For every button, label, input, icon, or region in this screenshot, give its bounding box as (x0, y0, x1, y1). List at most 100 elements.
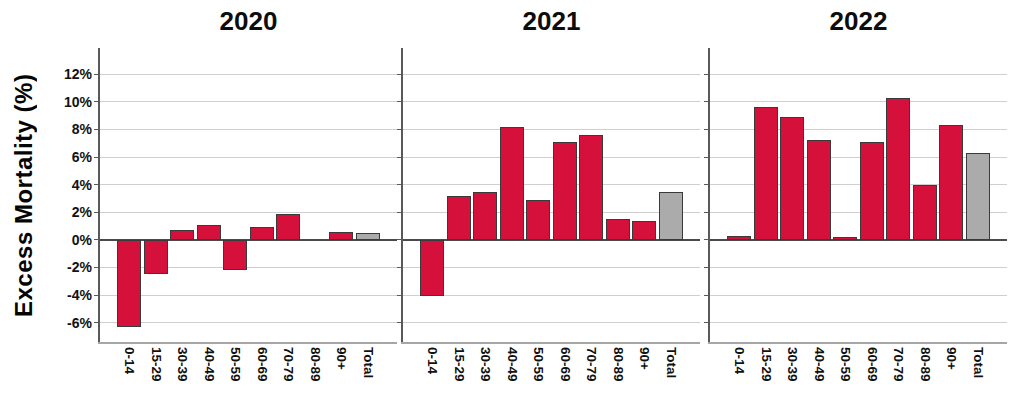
age-bar-2022-70-79 (886, 98, 910, 240)
x-axis-line (98, 342, 397, 344)
y-tick-label: -6% (40, 314, 92, 332)
age-bar-2020-15-29 (144, 240, 168, 275)
total-bar-2020-Total (356, 233, 380, 240)
x-tick-label: Total (662, 347, 680, 378)
x-tick-label: 90+ (942, 347, 960, 370)
x-tick-label: 60-69 (253, 347, 271, 382)
gridline--4 (710, 295, 1007, 296)
gridline--2 (403, 267, 700, 268)
y-axis-title: Excess Mortality (%) (6, 48, 42, 342)
panel-title-2022: 2022 (710, 6, 1007, 37)
x-axis-line (708, 342, 1007, 344)
gridline--4 (100, 295, 397, 296)
age-bar-2022-80-89 (913, 185, 937, 240)
excess-mortality-figure: Excess Mortality (%) 20202021 2022 0-14 15… (0, 0, 1024, 412)
gridline-2 (100, 212, 397, 213)
age-bar-2022-15-29 (754, 107, 778, 239)
x-tick-label: 40-49 (503, 347, 521, 382)
gridline-12 (403, 74, 700, 75)
y-tick-label: 10% (40, 93, 92, 111)
age-bar-2021-30-39 (473, 192, 497, 240)
gridline-6 (403, 157, 700, 158)
gridline-12 (710, 74, 1007, 75)
age-bar-2021-0-14 (420, 240, 444, 297)
age-bar-2021-60-69 (553, 142, 577, 240)
age-bar-2022-40-49 (807, 140, 831, 239)
gridline-8 (100, 129, 397, 130)
gridline-4 (100, 184, 397, 185)
total-bar-2022-Total (966, 153, 990, 240)
y-tick-label: 12% (40, 65, 92, 83)
gridline-12 (100, 74, 397, 75)
x-tick-label: 15-29 (147, 347, 165, 382)
x-tick-label: 80-89 (916, 347, 934, 382)
age-bar-2022-0-14 (727, 236, 751, 240)
x-tick-label: 0-14 (730, 347, 748, 374)
x-tick-label: 70-79 (582, 347, 600, 382)
age-bar-2022-30-39 (780, 117, 804, 240)
gridline-6 (100, 157, 397, 158)
age-bar-2020-40-49 (197, 225, 221, 240)
total-bar-2021-Total (659, 192, 683, 240)
gridline-4 (403, 184, 700, 185)
age-bar-2020-0-14 (117, 240, 141, 327)
x-tick-label: 90+ (332, 347, 350, 370)
x-tick-label: 80-89 (609, 347, 627, 382)
x-tick-label: 30-39 (476, 347, 494, 382)
panel-2021 (403, 48, 700, 342)
panel-2022 (710, 48, 1007, 342)
y-tick-label: -4% (40, 286, 92, 304)
age-bar-2021-90+ (632, 221, 656, 240)
gridline-10 (403, 101, 700, 102)
x-tick-label: 15-29 (450, 347, 468, 382)
gridline-10 (710, 101, 1007, 102)
gridline-8 (403, 129, 700, 130)
x-tick-label: 30-39 (783, 347, 801, 382)
x-tick-label: 50-59 (226, 347, 244, 382)
x-tick-label: 30-39 (173, 347, 191, 382)
x-tick-label: 60-69 (556, 347, 574, 382)
gridline--6 (710, 322, 1007, 323)
age-bar-2020-90+ (329, 232, 353, 240)
x-tick-label: 15-29 (757, 347, 775, 382)
y-axis-line (98, 48, 100, 342)
age-bar-2020-60-69 (250, 227, 274, 239)
panel-2020 (100, 48, 397, 342)
age-bar-2022-90+ (939, 125, 963, 240)
age-bar-2020-70-79 (276, 214, 300, 240)
x-axis-line (401, 342, 700, 344)
x-tick-label: 0-14 (423, 347, 441, 374)
x-tick-label: 70-79 (889, 347, 907, 382)
y-tick-label: 2% (40, 203, 92, 221)
age-bar-2022-50-59 (833, 237, 857, 240)
x-tick-label: 50-59 (836, 347, 854, 382)
age-bar-2021-50-59 (526, 200, 550, 240)
x-tick-label: Total (969, 347, 987, 378)
x-tick-label: 80-89 (306, 347, 324, 382)
y-axis-line (708, 48, 710, 342)
gridline--6 (100, 322, 397, 323)
age-bar-2021-80-89 (606, 219, 630, 240)
gridline-10 (100, 101, 397, 102)
x-tick-label: 40-49 (810, 347, 828, 382)
age-bar-2020-30-39 (170, 230, 194, 240)
y-tick-label: 4% (40, 176, 92, 194)
x-tick-label: 70-79 (279, 347, 297, 382)
y-axis-line (401, 48, 403, 342)
x-tick-label: 0-14 (120, 347, 138, 374)
y-tick-label: -2% (40, 258, 92, 276)
panel-title-2020: 2020 (100, 6, 397, 37)
gridline--6 (403, 322, 700, 323)
y-tick-label: 8% (40, 120, 92, 138)
age-bar-2021-15-29 (447, 196, 471, 240)
y-tick-label: 0% (40, 231, 92, 249)
y-tick-label: 6% (40, 148, 92, 166)
x-tick-label: 40-49 (200, 347, 218, 382)
age-bar-2022-60-69 (860, 142, 884, 240)
gridline--2 (710, 267, 1007, 268)
x-tick-label: 50-59 (529, 347, 547, 382)
age-bar-2020-50-59 (223, 240, 247, 270)
gridline--4 (403, 295, 700, 296)
panel-title-2021: 2021 (403, 6, 700, 37)
age-bar-2021-40-49 (500, 127, 524, 240)
